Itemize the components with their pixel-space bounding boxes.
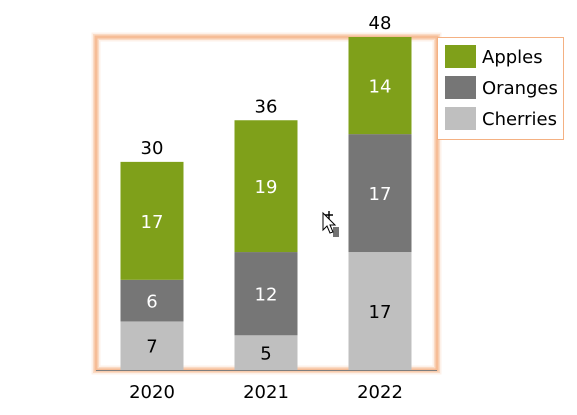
x-tick-2022: 2022 — [357, 382, 403, 403]
bar-apples-2022 — [348, 37, 412, 135]
data-label-cherries-2022: 17 — [369, 302, 392, 323]
legend-swatch-cherries — [445, 107, 476, 130]
legend-swatch-oranges — [445, 76, 476, 99]
total-label-2020: 30 — [141, 138, 164, 159]
total-label-2021: 36 — [255, 96, 278, 117]
bar-apples-2021 — [234, 120, 298, 253]
total-label-2022: 48 — [369, 13, 392, 34]
bar-cherries-2022 — [348, 252, 412, 370]
data-label-oranges-2021: 12 — [255, 285, 278, 306]
bar-oranges-2020 — [120, 279, 184, 322]
move-cursor-icon — [322, 211, 339, 237]
bar-cherries-2020 — [120, 321, 184, 370]
data-label-cherries-2020: 7 — [146, 337, 157, 358]
x-tick-2020: 2020 — [129, 382, 175, 403]
bars-layer: 7 6 17 30 5 12 19 36 17 17 14 48 — [120, 13, 412, 370]
data-label-apples-2020: 17 — [141, 212, 164, 233]
data-label-apples-2022: 14 — [369, 77, 392, 98]
bar-oranges-2022 — [348, 134, 412, 253]
legend-label-apples: Apples — [482, 47, 543, 68]
legend-label-cherries: Cherries — [482, 109, 557, 130]
legend-label-oranges: Oranges — [482, 78, 558, 99]
bar-oranges-2021 — [234, 252, 298, 336]
data-label-cherries-2021: 5 — [260, 344, 271, 365]
data-label-apples-2021: 19 — [255, 177, 278, 198]
bar-cherries-2021 — [234, 335, 298, 370]
bar-apples-2020 — [120, 161, 184, 280]
x-tick-2021: 2021 — [243, 382, 289, 403]
data-label-oranges-2020: 6 — [146, 292, 157, 313]
legend: Apples Oranges Cherries — [437, 37, 564, 140]
legend-swatch-apples — [445, 45, 476, 68]
x-tick-labels: 2020 2021 2022 — [129, 382, 403, 403]
data-label-oranges-2022: 17 — [369, 184, 392, 205]
